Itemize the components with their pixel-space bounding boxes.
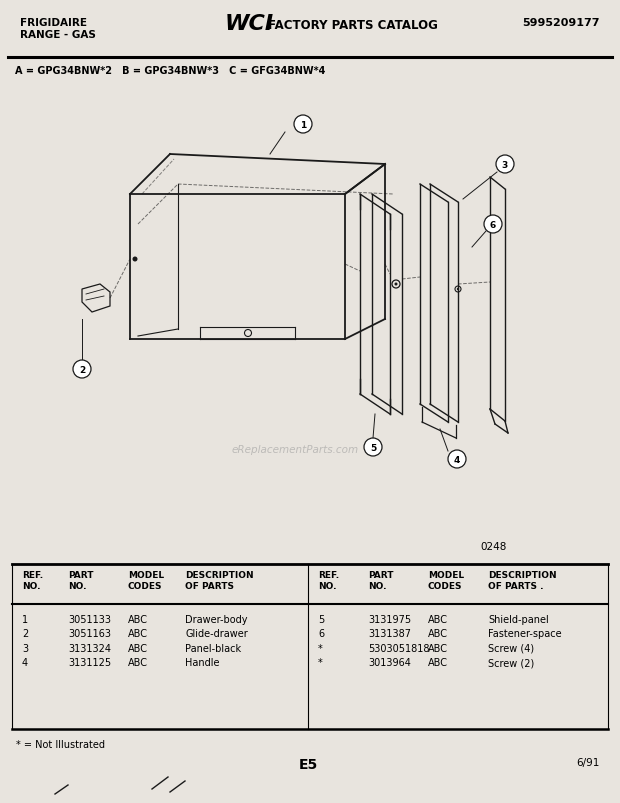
Circle shape [73, 361, 91, 378]
Text: REF.: REF. [22, 570, 43, 579]
Text: 3: 3 [22, 643, 28, 653]
Circle shape [364, 438, 382, 456]
Circle shape [457, 288, 459, 291]
Text: 4: 4 [22, 658, 28, 667]
Text: PART: PART [368, 570, 394, 579]
Text: RANGE - GAS: RANGE - GAS [20, 30, 96, 40]
Text: NO.: NO. [368, 581, 386, 590]
Text: 3131975: 3131975 [368, 614, 411, 624]
Text: *: * [318, 658, 323, 667]
Text: 6: 6 [490, 221, 496, 230]
Text: * = Not Illustrated: * = Not Illustrated [16, 739, 105, 749]
Text: 6/91: 6/91 [577, 757, 600, 767]
Text: *: * [318, 643, 323, 653]
Text: 1: 1 [22, 614, 28, 624]
Text: NO.: NO. [318, 581, 337, 590]
Text: 3: 3 [502, 161, 508, 169]
Text: DESCRIPTION: DESCRIPTION [488, 570, 557, 579]
Circle shape [448, 450, 466, 468]
Text: eReplacementParts.com: eReplacementParts.com [231, 444, 358, 454]
Text: NO.: NO. [68, 581, 87, 590]
Text: Shield-panel: Shield-panel [488, 614, 549, 624]
Text: 5: 5 [318, 614, 324, 624]
Text: PART: PART [68, 570, 94, 579]
Text: 3131324: 3131324 [68, 643, 111, 653]
Text: 2: 2 [79, 365, 85, 374]
Text: Panel-black: Panel-black [185, 643, 241, 653]
Text: DESCRIPTION: DESCRIPTION [185, 570, 254, 579]
Text: 5: 5 [370, 443, 376, 452]
Text: Handle: Handle [185, 658, 219, 667]
Text: ABC: ABC [428, 643, 448, 653]
Text: FRIGIDAIRE: FRIGIDAIRE [20, 18, 87, 28]
Text: Screw (2): Screw (2) [488, 658, 534, 667]
Circle shape [484, 216, 502, 234]
Circle shape [133, 257, 138, 262]
Text: CODES: CODES [428, 581, 463, 590]
Circle shape [496, 156, 514, 173]
Text: 1: 1 [300, 120, 306, 130]
Text: 3051163: 3051163 [68, 629, 111, 638]
Text: ABC: ABC [128, 629, 148, 638]
Text: ABC: ABC [128, 614, 148, 624]
Text: 2: 2 [22, 629, 29, 638]
Text: ABC: ABC [128, 643, 148, 653]
Text: FACTORY PARTS CATALOG: FACTORY PARTS CATALOG [268, 19, 438, 32]
Text: 6: 6 [318, 629, 324, 638]
Text: ABC: ABC [128, 658, 148, 667]
Text: ABC: ABC [428, 629, 448, 638]
Circle shape [294, 116, 312, 134]
Text: Screw (4): Screw (4) [488, 643, 534, 653]
Text: 3013964: 3013964 [368, 658, 411, 667]
Text: CODES: CODES [128, 581, 162, 590]
Text: 3131387: 3131387 [368, 629, 411, 638]
Text: MODEL: MODEL [428, 570, 464, 579]
Text: ABC: ABC [428, 658, 448, 667]
Text: 0248: 0248 [480, 541, 507, 552]
Text: MODEL: MODEL [128, 570, 164, 579]
Text: Drawer-body: Drawer-body [185, 614, 247, 624]
Text: Fastener-space: Fastener-space [488, 629, 562, 638]
Text: OF PARTS .: OF PARTS . [488, 581, 544, 590]
Text: 3131125: 3131125 [68, 658, 111, 667]
Text: 5303051818: 5303051818 [368, 643, 430, 653]
Text: OF PARTS: OF PARTS [185, 581, 234, 590]
Circle shape [394, 283, 397, 286]
Text: 4: 4 [454, 455, 460, 464]
Text: Glide-drawer: Glide-drawer [185, 629, 248, 638]
Text: E5: E5 [298, 757, 317, 771]
Text: WCI: WCI [225, 14, 274, 34]
Text: ABC: ABC [428, 614, 448, 624]
Text: NO.: NO. [22, 581, 40, 590]
Text: 5995209177: 5995209177 [523, 18, 600, 28]
Text: REF.: REF. [318, 570, 339, 579]
Text: A = GPG34BNW*2   B = GPG34BNW*3   C = GFG34BNW*4: A = GPG34BNW*2 B = GPG34BNW*3 C = GFG34B… [15, 66, 326, 76]
Text: 3051133: 3051133 [68, 614, 111, 624]
